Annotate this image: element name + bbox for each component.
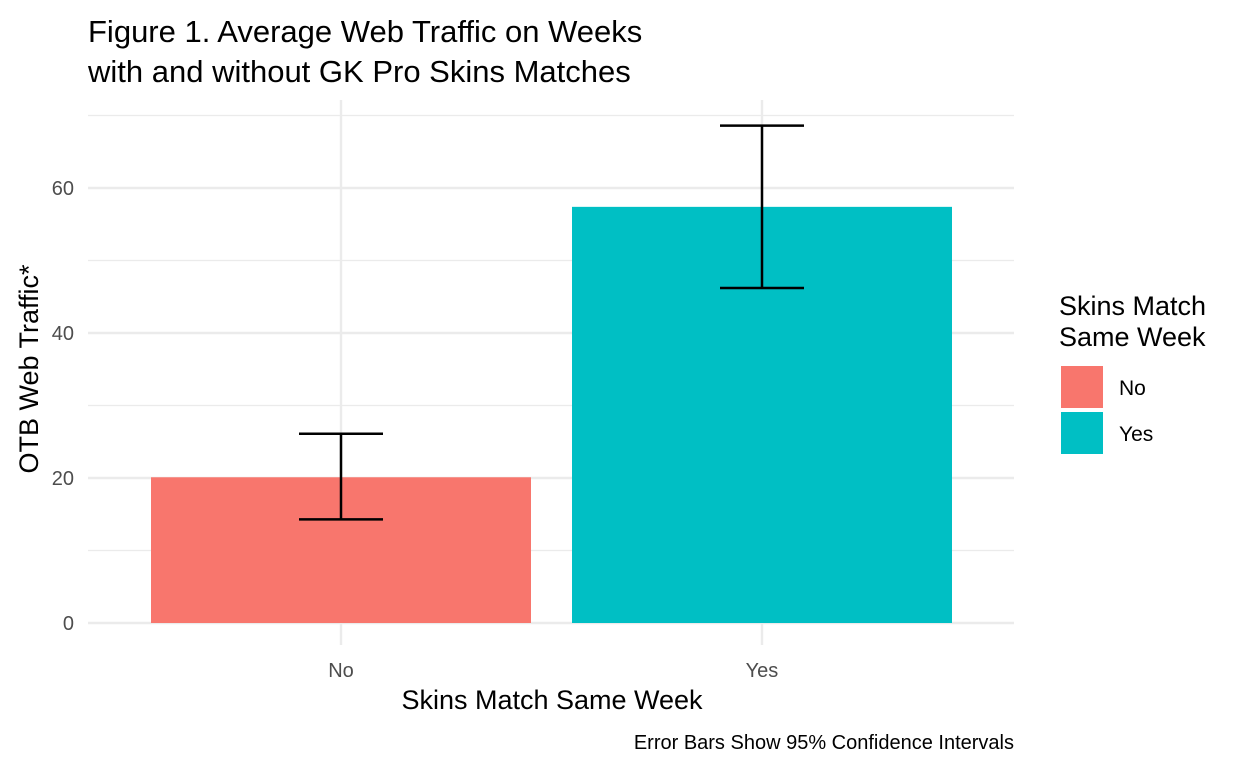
chart-title-line-2: with and without GK Pro Skins Matches: [88, 54, 631, 89]
y-axis-ticks: 0 20 40 60: [52, 178, 74, 635]
legend-entries: No Yes: [1061, 366, 1153, 454]
y-tick-label: 60: [52, 178, 74, 200]
error-bars: [299, 124, 804, 521]
legend-swatch-yes: [1061, 412, 1103, 454]
chart-title-line-1: Figure 1. Average Web Traffic on Weeks: [88, 14, 643, 49]
x-axis-ticks: No Yes: [328, 660, 778, 682]
error-bar-no: [299, 432, 383, 521]
legend-title-line-1: Skins Match: [1059, 291, 1206, 321]
y-tick-label: 20: [52, 468, 74, 490]
x-tick-label: Yes: [746, 660, 779, 682]
legend-swatch-no: [1061, 366, 1103, 408]
legend-title-line-2: Same Week: [1059, 322, 1206, 352]
chart-caption: Error Bars Show 95% Confidence Intervals: [634, 732, 1014, 754]
legend-label: No: [1119, 377, 1146, 400]
y-axis-label: OTB Web Traffic*: [14, 264, 44, 474]
y-tick-label: 40: [52, 323, 74, 345]
bars: [151, 206, 952, 623]
x-tick-label: No: [328, 660, 354, 682]
chart-title: Figure 1. Average Web Traffic on Weeks w…: [88, 12, 642, 92]
error-bar-yes: [720, 124, 804, 290]
legend: Skins Match Same Week No Yes: [1059, 291, 1206, 454]
x-axis-label: Skins Match Same Week: [401, 685, 703, 715]
y-tick-label: 0: [63, 613, 74, 635]
legend-label: Yes: [1119, 423, 1153, 446]
